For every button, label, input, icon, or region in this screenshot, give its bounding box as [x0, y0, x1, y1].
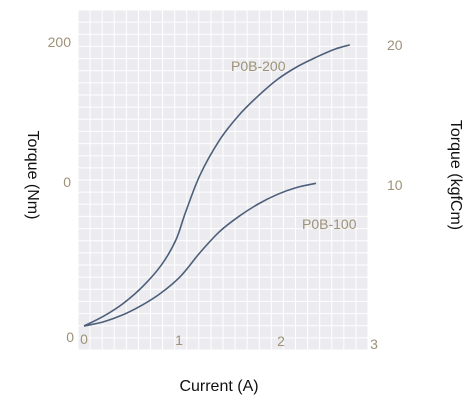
x-tick-1: 1 [175, 332, 183, 348]
y-tick-left-middle: 0 [63, 174, 71, 190]
x-tick-0: 0 [80, 331, 88, 347]
y-axis-title-right: Torque (kgfCm) [447, 120, 464, 230]
series-line-p0b-100 [83, 182, 317, 327]
x-axis-title: Current (A) [179, 378, 258, 395]
grid [77, 9, 369, 351]
series-line-p0b-200 [83, 44, 351, 327]
series-label-p0b-200: P0B-200 [231, 58, 286, 74]
y-tick-left-200: 200 [48, 34, 72, 50]
y-tick-left-0: 0 [66, 329, 74, 345]
x-tick-2: 2 [277, 333, 285, 349]
series-label-p0b-100: P0B-100 [302, 216, 357, 232]
x-tick-3: 3 [370, 336, 378, 352]
y-tick-right-10: 10 [387, 177, 403, 193]
y-tick-right-20: 20 [387, 37, 403, 53]
y-axis-title-left: Torque (Nm) [24, 131, 41, 220]
